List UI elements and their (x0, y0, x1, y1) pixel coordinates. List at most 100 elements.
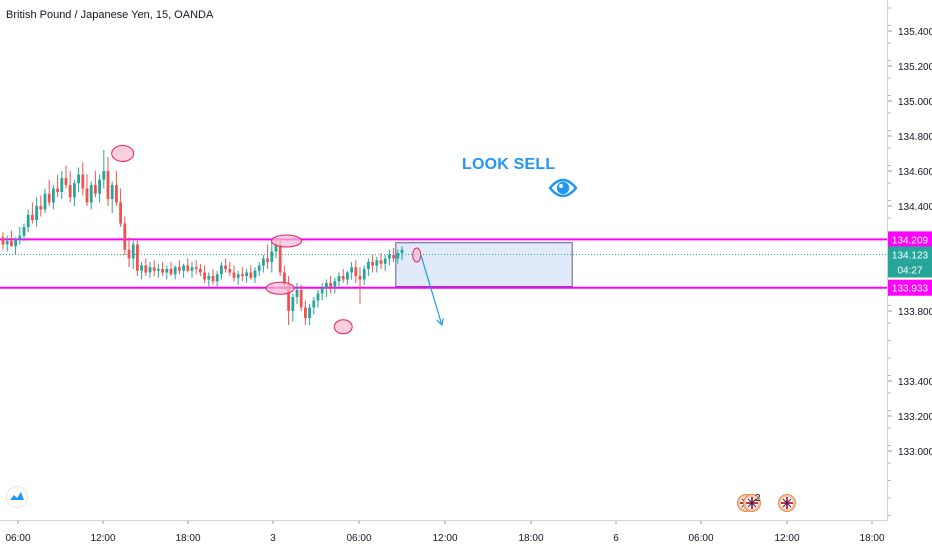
candle-body (85, 188, 89, 203)
candle-body (333, 281, 337, 287)
candle-body (266, 258, 269, 262)
candle-body (52, 188, 55, 203)
highlight-ellipse (333, 319, 353, 335)
candle-body (64, 178, 68, 185)
candle (312, 297, 316, 315)
candle-body (194, 267, 198, 269)
candle (329, 276, 332, 294)
candle-body (123, 223, 127, 250)
price-tick-label: 134.600 (898, 167, 932, 178)
price-axis-separator (887, 0, 888, 520)
candle (43, 188, 47, 213)
candle (392, 248, 395, 262)
candle (257, 262, 261, 276)
price-tick-label: 135.200 (898, 62, 932, 73)
uk-flag-event-icon-3[interactable] (778, 494, 796, 512)
candle-body (14, 239, 17, 247)
time-tick-label: 18:00 (518, 533, 543, 544)
candle-body (278, 244, 282, 273)
candle (308, 304, 311, 325)
candle-body (190, 267, 194, 271)
candle-body (341, 276, 345, 280)
resistance-price-label-bg (888, 231, 932, 248)
candle (199, 263, 202, 276)
candle (89, 181, 93, 210)
candle-body (110, 185, 114, 199)
candle (220, 262, 223, 280)
candle (68, 171, 72, 203)
candle-body (232, 272, 236, 278)
candle-body (249, 272, 253, 278)
highlight-ellipse (271, 234, 302, 248)
candle-body (77, 174, 80, 184)
candle-body (224, 265, 227, 269)
candle (325, 279, 328, 297)
candle-body (81, 174, 85, 189)
candle (169, 262, 173, 276)
candle (375, 256, 379, 273)
candle (22, 223, 26, 241)
candle-body (22, 227, 26, 236)
candle-body (10, 241, 13, 247)
candle (295, 283, 299, 304)
tradingview-logo-icon[interactable] (6, 486, 28, 508)
candle (182, 263, 185, 278)
candle-body (186, 265, 190, 271)
candle-body (346, 272, 349, 280)
candle (173, 265, 177, 280)
candle-body (131, 244, 135, 259)
candle (123, 216, 127, 255)
candle (228, 262, 232, 276)
current-price-label: 134.123 (892, 250, 929, 261)
candle (396, 249, 400, 264)
candle (367, 258, 370, 276)
candle (52, 185, 55, 210)
candle-body (148, 267, 152, 273)
candle-body (245, 272, 248, 276)
candle-body (291, 297, 295, 311)
time-tick-label: 3 (270, 533, 276, 544)
time-tick-label: 18:00 (175, 533, 200, 544)
projection-box (395, 242, 573, 287)
candle (236, 270, 240, 285)
candle-body (241, 274, 244, 276)
chart-title: British Pound / Japanese Yen, 15, OANDA (6, 9, 214, 21)
candle-body (312, 300, 316, 308)
candle (341, 269, 345, 283)
candle (110, 181, 114, 213)
candle (245, 269, 248, 283)
price-tick-label: 134.800 (898, 132, 932, 143)
candle-body (220, 265, 223, 275)
candle (31, 202, 34, 224)
event-count: 2 (755, 493, 761, 504)
current-price-bg (888, 246, 932, 278)
candle-body (304, 307, 307, 318)
candle-body (274, 244, 278, 252)
candle (5, 235, 9, 252)
price-tick-label: 133.800 (898, 307, 932, 318)
candle-body (136, 244, 139, 271)
price-tick-label: 133.200 (898, 412, 932, 423)
candle (60, 171, 64, 199)
candle-body (144, 265, 148, 273)
candle (270, 241, 274, 273)
candle-body (161, 269, 164, 273)
candle-body (199, 269, 202, 273)
candle (383, 255, 387, 271)
candle-body (270, 251, 274, 262)
candle-body (228, 269, 232, 273)
candle (333, 277, 337, 294)
uk-flag-event-icon-2[interactable] (743, 494, 761, 512)
candle-body (354, 267, 358, 276)
candle (371, 255, 374, 273)
candle-body (106, 171, 110, 199)
candle (14, 237, 17, 255)
candle (73, 179, 76, 206)
candle (94, 171, 97, 198)
candle-body (73, 183, 76, 198)
candle (316, 290, 320, 308)
candle-body (329, 283, 332, 287)
candle-body (379, 260, 383, 264)
sell-arrow (420, 254, 443, 326)
